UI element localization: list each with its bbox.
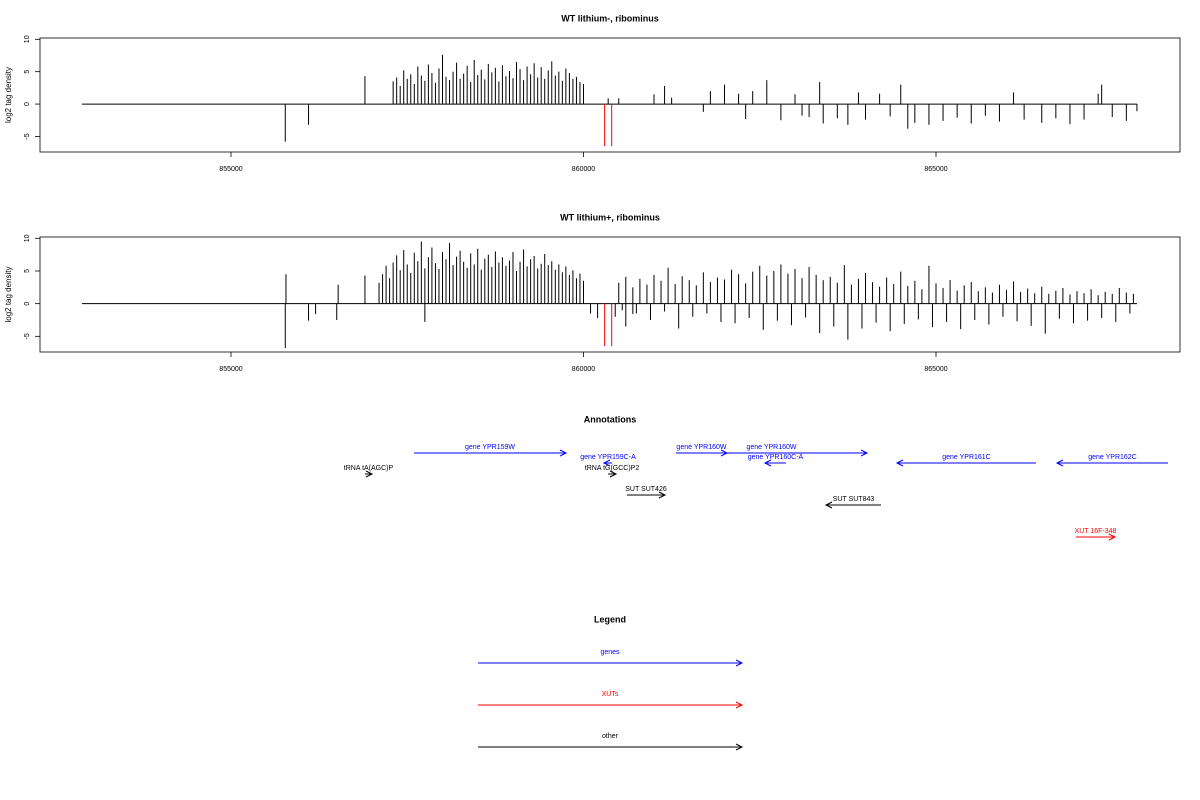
- chart-title: WT lithium-, ribominus: [561, 13, 659, 23]
- y-tick-label: 0: [24, 302, 31, 306]
- feature-label: gene YPR159C-A: [580, 454, 636, 461]
- arrow-head: [658, 491, 667, 499]
- arrow-head: [1055, 459, 1064, 467]
- legend-label: XUTs: [602, 691, 619, 698]
- arrow-head: [860, 449, 869, 457]
- feature-label: SUT SUT843: [833, 496, 875, 503]
- arrow-head: [602, 459, 611, 467]
- y-tick-label: -5: [24, 133, 31, 139]
- legend-label: genes: [600, 649, 620, 656]
- feature-label: tRNA tA(AGC)P: [344, 465, 394, 472]
- y-tick-label: 10: [24, 35, 31, 43]
- y-axis-label: log2 tag density: [4, 266, 13, 322]
- arrow-head: [559, 449, 568, 457]
- y-tick-label: 5: [24, 269, 31, 273]
- arrow-head: [824, 501, 833, 509]
- arrow-head: [735, 659, 744, 667]
- x-tick-label: 860000: [572, 366, 595, 373]
- feature-label: gene YPR160W: [676, 444, 726, 451]
- feature-label: gene YPR161C: [942, 454, 991, 461]
- x-tick-label: 865000: [924, 166, 947, 173]
- arrow-head: [365, 470, 374, 478]
- chart-title: Legend: [594, 614, 626, 624]
- x-tick-label: 855000: [219, 366, 242, 373]
- arrow-head: [895, 459, 904, 467]
- chart-title: Annotations: [584, 414, 637, 424]
- arrow-head: [763, 459, 772, 467]
- legend-label: other: [602, 733, 619, 740]
- y-tick-label: -5: [24, 333, 31, 339]
- chart-title: WT lithium+, ribominus: [560, 212, 660, 222]
- y-tick-label: 5: [24, 70, 31, 74]
- plot-frame: [39, 236, 1181, 353]
- y-tick-label: 0: [24, 102, 31, 106]
- feature-label: gene YPR160C-A: [748, 454, 804, 461]
- feature-label: tRNA tG(GCC)P2: [585, 465, 640, 472]
- x-tick-label: 855000: [219, 166, 242, 173]
- x-tick-label: 865000: [924, 366, 947, 373]
- arrow-head: [735, 743, 744, 751]
- feature-label: gene YPR160W: [746, 444, 796, 451]
- feature-label: SUT SUT426: [625, 486, 667, 493]
- x-tick-label: 860000: [572, 166, 595, 173]
- plot-frame: [39, 37, 1181, 153]
- feature-label: gene YPR159W: [465, 444, 515, 451]
- arrow-head: [609, 470, 618, 478]
- feature-label: XUT 16F-348: [1075, 528, 1117, 535]
- arrow-head: [735, 701, 744, 709]
- feature-label: gene YPR162C: [1088, 454, 1137, 461]
- y-axis-label: log2 tag density: [4, 67, 13, 123]
- y-tick-label: 10: [24, 234, 31, 242]
- arrow-head: [1108, 533, 1117, 541]
